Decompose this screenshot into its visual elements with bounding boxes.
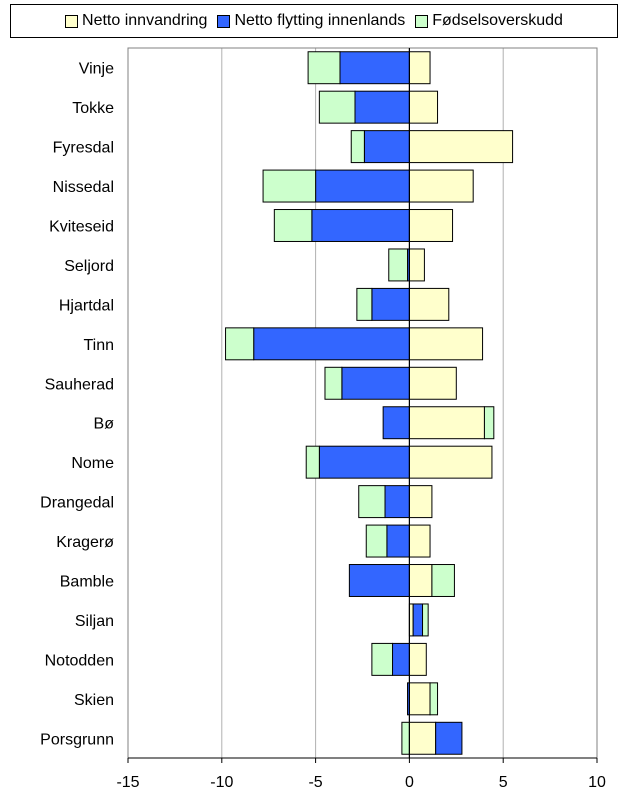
bar-segment: [384, 485, 410, 519]
chart-legend: Netto innvandring Netto flytting innenla…: [10, 4, 618, 38]
bar-segment: [318, 90, 356, 124]
category-label: Vinje: [79, 61, 114, 78]
category-label: Notodden: [45, 652, 114, 669]
bar-segment: [392, 642, 410, 676]
bar-segment: [483, 406, 495, 440]
bar-segment: [348, 564, 410, 597]
bar-segment: [412, 603, 424, 637]
bar-segment: [408, 445, 493, 479]
category-label: Bø: [94, 416, 115, 433]
legend-label: Fødselsoverskudd: [432, 12, 563, 29]
bar-segment: [382, 406, 410, 440]
bar-segment: [315, 169, 410, 203]
legend-item-netto-innvandring: Netto innvandring: [65, 12, 207, 30]
category-label: Nissedal: [53, 179, 114, 196]
legend-swatch-netto-innvandring: [65, 14, 79, 28]
x-tick-label: 5: [499, 774, 508, 791]
bar-segment: [408, 682, 431, 716]
bar-segment: [273, 209, 313, 242]
bar-segment: [305, 445, 320, 479]
bar-segment: [408, 169, 474, 203]
x-tick-label: 10: [588, 774, 606, 791]
bar-segment: [408, 485, 433, 519]
bar-segment: [253, 327, 410, 361]
bar-segment: [431, 564, 455, 597]
bar-segment: [429, 682, 439, 716]
x-tick-label: 0: [405, 774, 414, 791]
bar-segment: [408, 524, 431, 558]
bar-segment: [350, 130, 365, 164]
bar-segment: [358, 485, 386, 519]
legend-label: Netto flytting innenlands: [234, 12, 406, 29]
bar-segment: [365, 524, 388, 558]
category-label: Tokke: [72, 100, 114, 117]
category-label: Sauherad: [45, 376, 114, 393]
bar-segment: [324, 366, 343, 400]
category-label: Kviteseid: [49, 219, 114, 236]
bar-segment: [339, 51, 410, 85]
bar-segment: [311, 209, 410, 242]
bar-segment: [408, 248, 425, 282]
bar-segment: [408, 564, 433, 597]
category-label: Fyresdal: [53, 140, 114, 157]
category-label: Nome: [71, 455, 114, 472]
category-label: Siljan: [75, 613, 114, 630]
x-tick-label: -15: [116, 774, 139, 791]
bar-segment: [408, 130, 514, 164]
bar-segment: [318, 445, 410, 479]
legend-item-fodselsoverskudd: Fødselsoverskudd: [415, 12, 563, 30]
category-label: Kragerø: [56, 534, 114, 551]
legend-swatch-netto-flytting: [217, 14, 231, 28]
bar-segment: [408, 366, 457, 400]
bar-segment: [371, 642, 394, 676]
bar-segment: [386, 524, 410, 558]
bar-segment: [262, 169, 317, 203]
x-tick-label: -5: [308, 774, 322, 791]
bar-segment: [408, 642, 427, 676]
x-tick-label: -10: [210, 774, 233, 791]
bar-segment: [356, 287, 373, 321]
bar-segment: [307, 51, 341, 85]
bar-segment: [341, 366, 410, 400]
category-label: Tinn: [83, 337, 114, 354]
category-label: Drangedal: [40, 495, 114, 512]
category-label: Hjartdal: [59, 297, 114, 314]
legend-label: Netto innvandring: [82, 12, 208, 29]
bar-segment: [408, 327, 484, 361]
bar-segment: [408, 287, 450, 321]
bar-segment: [408, 51, 431, 85]
legend-swatch-fodselsoverskudd: [415, 14, 429, 28]
bar-segment: [363, 130, 410, 164]
bar-segment: [401, 721, 410, 755]
bar-segment: [225, 327, 255, 361]
bar-segment: [388, 248, 409, 282]
bar-segment: [408, 406, 485, 440]
bar-segment: [422, 603, 429, 637]
bar-segment: [408, 209, 454, 242]
bar-segment: [354, 90, 410, 124]
bar-segment: [408, 90, 439, 124]
bar-segment: [408, 721, 437, 755]
legend-item-netto-flytting: Netto flytting innenlands: [217, 12, 405, 30]
category-label: Seljord: [64, 258, 114, 275]
category-label: Porsgrunn: [40, 731, 114, 748]
bar-segment: [371, 287, 410, 321]
category-label: Skien: [74, 692, 114, 709]
bar-segment: [435, 721, 463, 755]
category-label: Bamble: [60, 574, 114, 591]
